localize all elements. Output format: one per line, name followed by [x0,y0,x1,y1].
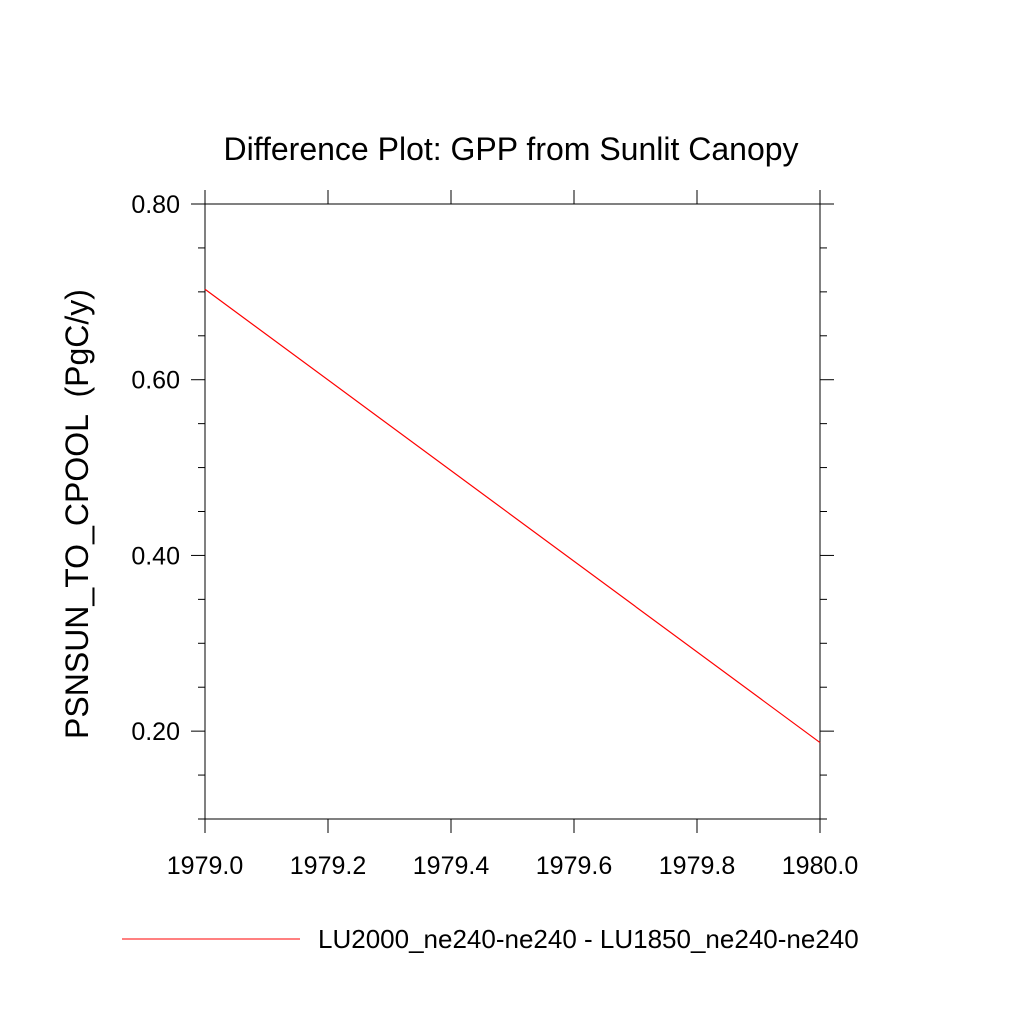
x-tick-label: 1979.2 [290,852,366,880]
x-tick-label: 1980.0 [782,852,858,880]
x-tick-label: 1979.4 [413,852,490,880]
legend: LU2000_ne240-ne240 - LU1850_ne240-ne240 [122,924,859,954]
y-tick-label: 0.40 [131,542,180,570]
x-axis: 1979.0 1979.2 1979.4 1979.6 1979.8 1980.0 [167,190,858,880]
x-tick-label: 1979.6 [536,852,612,880]
y-tick-label: 0.80 [131,191,180,219]
legend-label: LU2000_ne240-ne240 - LU1850_ne240-ne240 [318,924,859,954]
y-axis: 0.20 0.40 0.60 0.80 [131,191,834,820]
series-line [204,288,821,744]
y-axis-label: PSNSUN_TO_CPOOL (PgC/y) [59,289,95,739]
x-tick-label: 1979.8 [659,852,735,880]
series-layer [204,288,821,744]
plot-frame [204,203,821,820]
x-tick-label: 1979.0 [167,852,243,880]
y-tick-label: 0.60 [131,367,180,395]
y-tick-label: 0.20 [131,718,180,746]
chart-title: Difference Plot: GPP from Sunlit Canopy [223,131,798,167]
